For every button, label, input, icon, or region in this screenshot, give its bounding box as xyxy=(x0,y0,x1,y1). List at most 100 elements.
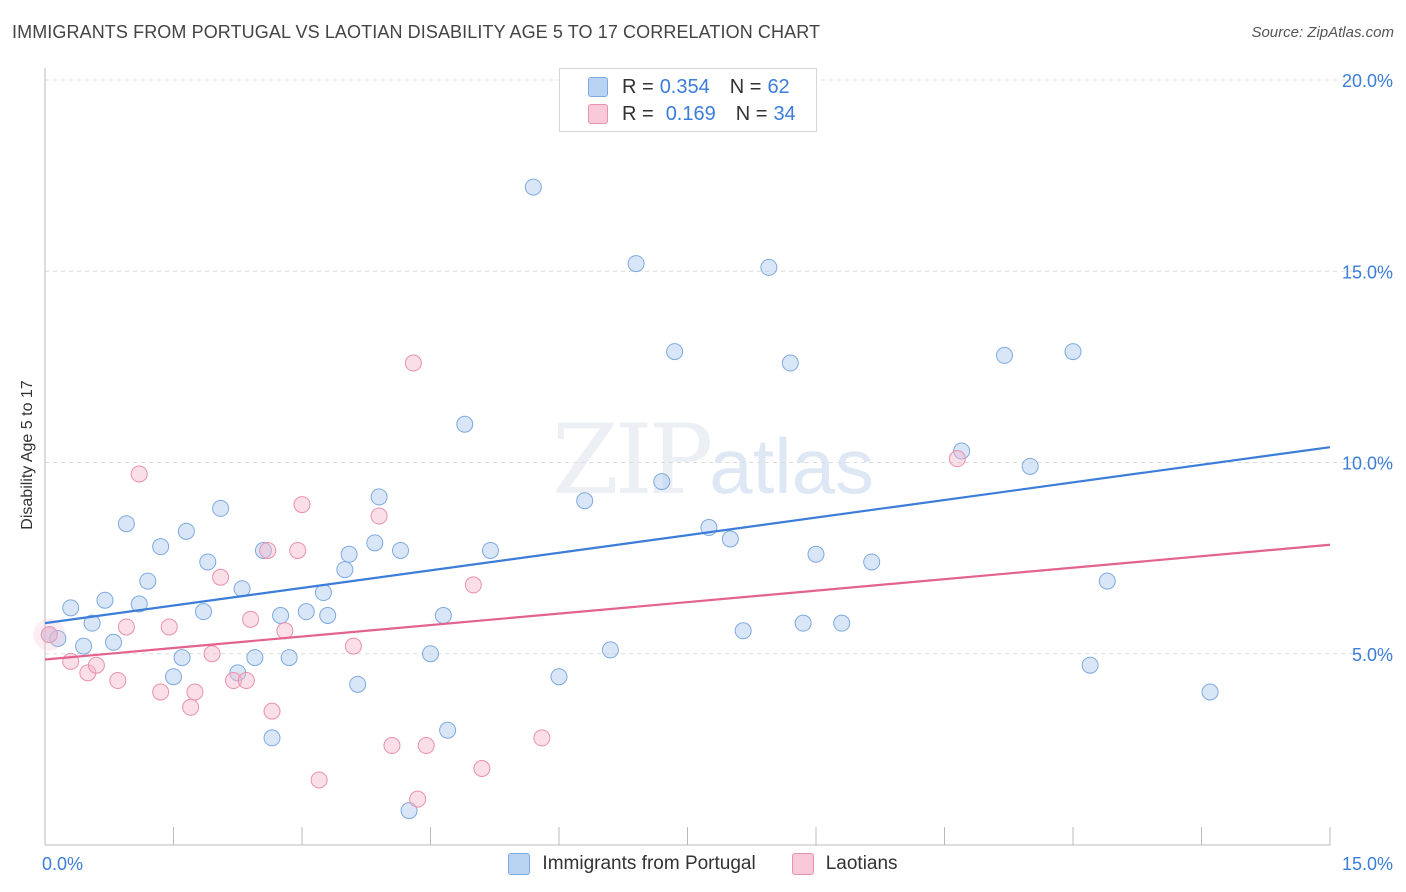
legend-swatch-laotians xyxy=(791,853,814,875)
legend-swatch-portugal xyxy=(588,77,608,97)
point-portugal xyxy=(576,492,594,510)
point-laotians xyxy=(948,450,966,468)
point-portugal xyxy=(734,622,752,640)
watermark-zip: ZIP xyxy=(552,404,713,516)
point-laotians xyxy=(409,790,427,808)
point-portugal xyxy=(422,645,439,663)
n-value: 62 xyxy=(767,75,790,98)
point-laotians xyxy=(203,645,221,663)
legend-label-laotians: Laotians xyxy=(825,853,898,874)
point-portugal xyxy=(105,633,123,651)
trend-line-laotians xyxy=(44,543,1331,661)
point-portugal xyxy=(1201,683,1219,701)
legend-item-portugal: Immigrants from Portugal xyxy=(508,853,756,875)
point-portugal xyxy=(49,629,67,647)
watermark: ZIPatlas xyxy=(552,404,874,516)
chart-source: Source: ZipAtlas.com xyxy=(1251,24,1394,41)
point-laotians xyxy=(237,672,255,690)
point-portugal xyxy=(400,802,418,820)
point-portugal xyxy=(1081,656,1099,674)
r-label: R = xyxy=(622,102,654,125)
point-portugal xyxy=(340,545,358,563)
point-portugal xyxy=(366,534,384,552)
point-portugal xyxy=(165,668,182,686)
grid-lines xyxy=(45,79,1392,655)
point-portugal xyxy=(1021,457,1039,475)
point-portugal xyxy=(349,675,367,693)
point-portugal xyxy=(62,599,80,617)
y-tick-label: 5.0% xyxy=(1352,645,1393,665)
tick-labels: 5.0% 10.0% 15.0% 20.0% 0.0% 15.0% xyxy=(42,71,1393,874)
point-portugal xyxy=(280,649,298,667)
point-portugal xyxy=(152,538,170,556)
data-points xyxy=(33,178,1219,820)
trend-lines xyxy=(44,446,1331,661)
point-portugal xyxy=(794,614,812,632)
point-laotians xyxy=(370,507,388,525)
point-portugal xyxy=(481,541,499,559)
point-laotians xyxy=(242,610,260,628)
point-laotians xyxy=(259,541,277,559)
point-portugal xyxy=(212,499,230,517)
point-portugal xyxy=(263,729,281,747)
point-portugal xyxy=(653,473,671,491)
point-portugal xyxy=(83,614,101,632)
axes xyxy=(44,68,1331,846)
point-laotians xyxy=(533,729,551,747)
point-portugal xyxy=(177,522,195,540)
point-laotians xyxy=(417,737,435,755)
point-portugal xyxy=(194,603,212,621)
point-portugal xyxy=(601,641,619,659)
point-portugal xyxy=(627,255,645,273)
point-laotians xyxy=(152,683,170,701)
point-laotians xyxy=(344,637,362,655)
legend-swatch-portugal xyxy=(508,853,531,875)
point-portugal xyxy=(370,488,388,506)
series-legend: Immigrants from Portugal Laotians xyxy=(0,852,1406,876)
trend-line-portugal xyxy=(44,446,1331,625)
point-laotians-cluster xyxy=(33,618,66,651)
point-portugal xyxy=(139,572,157,590)
point-laotians xyxy=(117,618,135,636)
point-portugal xyxy=(807,545,825,563)
point-portugal xyxy=(246,649,264,667)
stats-legend-row-laotians: R = 0.169 N = 34 xyxy=(588,101,796,127)
chart-title: IMMIGRANTS FROM PORTUGAL VS LAOTIAN DISA… xyxy=(12,22,821,42)
point-portugal xyxy=(666,343,684,361)
point-laotians xyxy=(404,354,422,372)
point-portugal xyxy=(314,584,332,602)
point-laotians xyxy=(383,737,401,755)
point-portugal xyxy=(995,346,1013,364)
y-tick-label: 20.0% xyxy=(1342,71,1393,91)
stats-legend: R = 0.354 N = 62 R = 0.169 N = 34 xyxy=(559,68,817,132)
point-laotians xyxy=(276,622,294,640)
point-portugal xyxy=(173,649,191,667)
point-laotians xyxy=(87,656,105,674)
point-portugal xyxy=(272,607,290,624)
point-portugal xyxy=(456,415,474,433)
legend-swatch-laotians xyxy=(588,104,608,124)
point-laotians xyxy=(160,618,178,636)
point-portugal xyxy=(781,354,799,372)
point-laotians xyxy=(212,568,230,586)
point-portugal xyxy=(117,515,135,533)
point-portugal xyxy=(439,721,457,739)
n-label: N = xyxy=(735,102,768,125)
r-value: 0.169 xyxy=(665,102,716,125)
point-portugal xyxy=(833,614,851,632)
point-portugal xyxy=(319,607,337,624)
r-label: R = xyxy=(622,75,654,98)
point-portugal xyxy=(760,258,778,276)
legend-item-laotians: Laotians xyxy=(791,853,898,875)
point-portugal xyxy=(953,442,971,460)
point-portugal xyxy=(392,541,410,559)
point-portugal xyxy=(721,530,739,548)
stats-legend-row-portugal: R = 0.354 N = 62 xyxy=(588,74,790,100)
point-portugal xyxy=(130,595,148,613)
point-laotians xyxy=(40,626,58,644)
n-label: N = xyxy=(729,75,762,98)
point-laotians xyxy=(182,698,200,716)
point-portugal xyxy=(524,178,542,196)
point-portugal xyxy=(75,637,93,655)
